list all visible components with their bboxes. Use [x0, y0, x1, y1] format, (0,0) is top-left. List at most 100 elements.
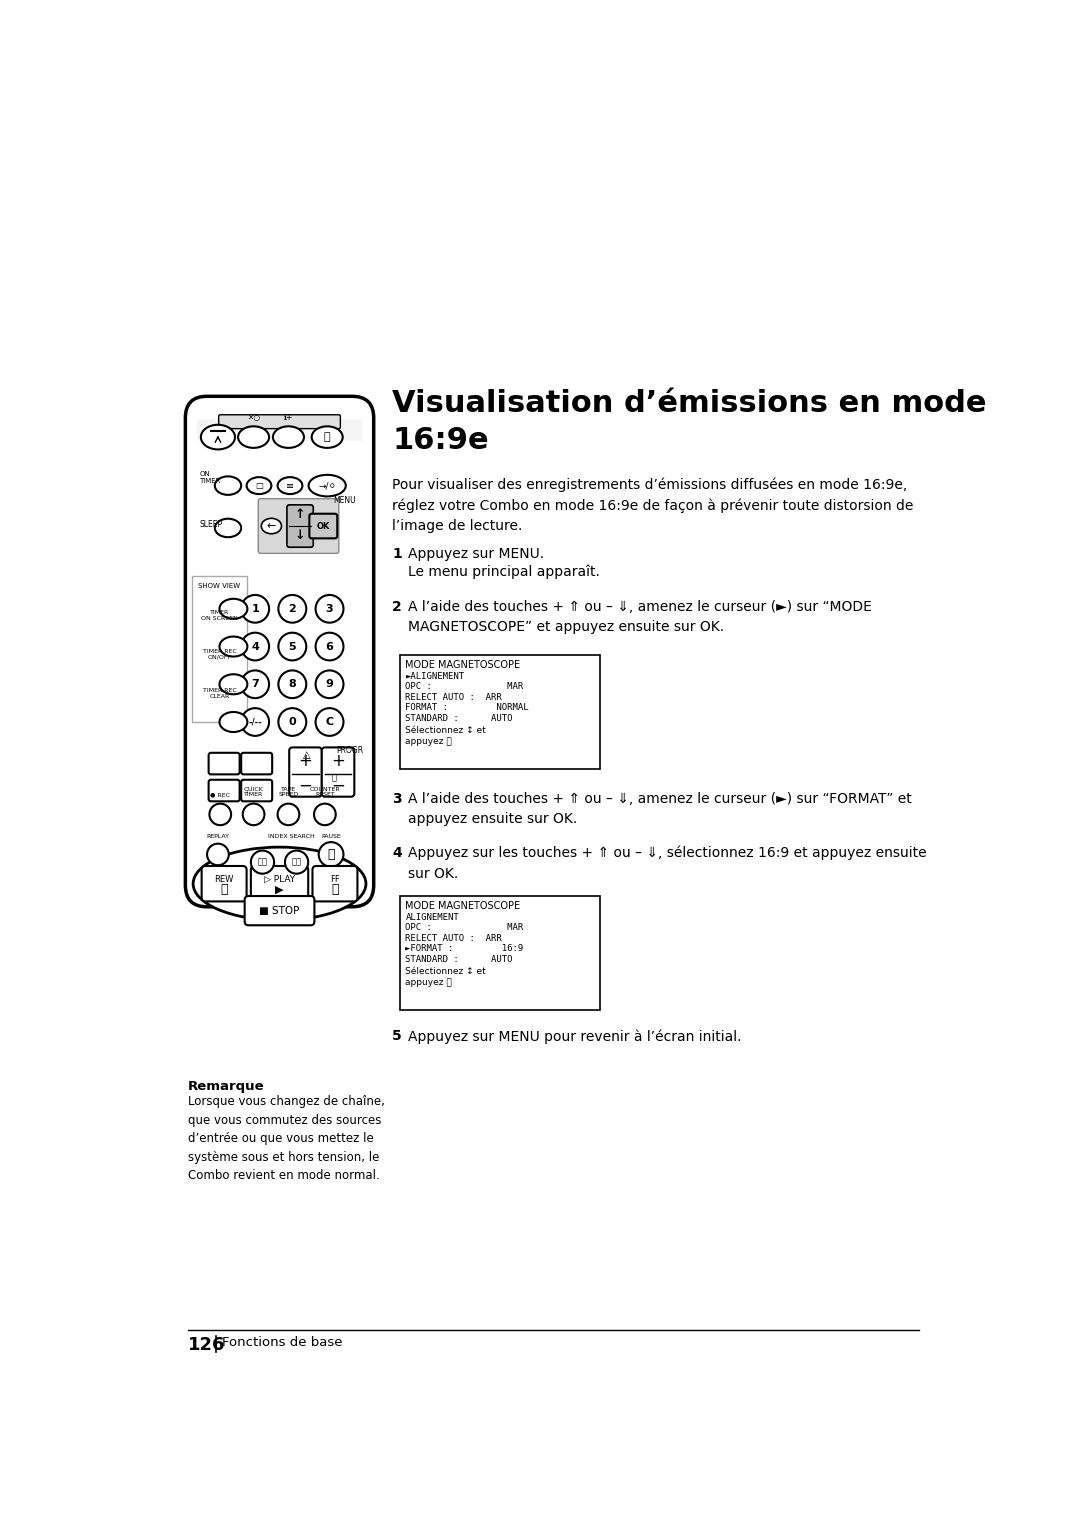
Ellipse shape [246, 477, 271, 494]
Text: →/⚪: →/⚪ [319, 480, 336, 490]
Text: ▶: ▶ [275, 884, 284, 895]
FancyBboxPatch shape [322, 747, 354, 796]
Text: □: □ [255, 480, 262, 490]
Circle shape [241, 595, 269, 622]
Text: 1: 1 [392, 547, 402, 561]
Text: ⏸: ⏸ [327, 848, 335, 862]
FancyBboxPatch shape [191, 576, 247, 721]
Text: TIMER REC
ON/OFF: TIMER REC ON/OFF [203, 648, 237, 660]
Text: FF: FF [330, 874, 340, 883]
Text: A l’aide des touches + ⇑ ou – ⇓, amenez le curseur (►) sur “MODE
MAGNETOSCOPE” e: A l’aide des touches + ⇑ ou – ⇓, amenez … [408, 599, 872, 633]
Ellipse shape [219, 674, 247, 694]
Ellipse shape [193, 846, 366, 920]
Text: ←: ← [267, 522, 276, 531]
Text: ►FORMAT :         16:9: ►FORMAT : 16:9 [405, 944, 524, 953]
Circle shape [315, 595, 343, 622]
Text: ▷ PLAY: ▷ PLAY [264, 874, 295, 883]
Text: 2: 2 [392, 599, 402, 613]
Text: REW: REW [215, 874, 233, 883]
Text: ⏩: ⏩ [332, 883, 339, 897]
Ellipse shape [201, 425, 235, 450]
Ellipse shape [278, 477, 302, 494]
Text: ● REC: ● REC [211, 793, 230, 798]
Text: Lorsque vous changez de chaîne,
que vous commutez des sources
d’entrée ou que vo: Lorsque vous changez de chaîne, que vous… [188, 1095, 384, 1182]
Text: 7: 7 [252, 679, 259, 689]
Text: 126: 126 [188, 1336, 226, 1354]
Circle shape [314, 804, 336, 825]
Circle shape [243, 804, 265, 825]
Text: COUNTER
RESET: COUNTER RESET [310, 787, 340, 798]
Text: Appuyez sur MENU.: Appuyez sur MENU. [408, 547, 544, 561]
Text: STANDARD :      AUTO: STANDARD : AUTO [405, 955, 513, 964]
Text: RELECT AUTO :  ARR: RELECT AUTO : ARR [405, 692, 502, 702]
Circle shape [241, 708, 269, 737]
FancyBboxPatch shape [197, 419, 362, 441]
Text: OPC :              MAR: OPC : MAR [405, 682, 524, 691]
Circle shape [315, 708, 343, 737]
Text: OK: OK [316, 522, 330, 531]
Text: 3: 3 [326, 604, 334, 613]
FancyBboxPatch shape [218, 415, 340, 429]
Text: 5: 5 [392, 1029, 402, 1043]
Text: STANDARD :      AUTO: STANDARD : AUTO [405, 714, 513, 723]
FancyBboxPatch shape [208, 753, 240, 775]
Text: 4: 4 [392, 846, 402, 860]
FancyBboxPatch shape [241, 779, 272, 801]
Text: 16:9e: 16:9e [392, 427, 489, 456]
Text: +: + [332, 752, 345, 770]
Ellipse shape [238, 427, 269, 448]
Circle shape [279, 595, 307, 622]
Text: Visualisation d’émissions en mode: Visualisation d’émissions en mode [392, 389, 987, 418]
Text: ►ALIGNEMENT: ►ALIGNEMENT [405, 673, 464, 682]
Ellipse shape [312, 427, 342, 448]
Text: ⏪⏪: ⏪⏪ [257, 857, 268, 866]
Text: 9: 9 [325, 679, 334, 689]
FancyBboxPatch shape [186, 396, 374, 907]
Text: ✕○: ✕○ [247, 413, 260, 422]
Circle shape [279, 708, 307, 737]
Circle shape [315, 671, 343, 698]
Text: ⏻: ⏻ [324, 432, 330, 442]
Text: ↓: ↓ [295, 529, 306, 543]
Text: TIMER REC
CLEAR: TIMER REC CLEAR [203, 688, 237, 698]
Text: PROGR: PROGR [337, 746, 364, 755]
FancyBboxPatch shape [245, 897, 314, 926]
Text: INDEX SEARCH: INDEX SEARCH [268, 834, 314, 839]
Circle shape [319, 842, 343, 866]
Text: OPC :              MAR: OPC : MAR [405, 923, 524, 932]
FancyBboxPatch shape [312, 866, 357, 901]
Text: −: − [298, 776, 312, 795]
Text: ALIGNEMENT: ALIGNEMENT [405, 913, 459, 923]
Text: +: + [298, 752, 312, 770]
Text: ⏩⏩: ⏩⏩ [292, 857, 301, 866]
Text: Sélectionnez ↕ et: Sélectionnez ↕ et [405, 967, 486, 976]
FancyBboxPatch shape [241, 753, 272, 775]
Text: Remarque: Remarque [188, 1080, 265, 1093]
Text: 4: 4 [252, 642, 259, 651]
Circle shape [279, 671, 307, 698]
Circle shape [285, 851, 308, 874]
Text: 6: 6 [325, 642, 334, 651]
Text: -/--: -/-- [248, 717, 262, 726]
Text: △: △ [303, 750, 311, 759]
Circle shape [241, 633, 269, 660]
Text: SHOW VIEW: SHOW VIEW [199, 584, 241, 589]
Text: FORMAT :         NORMAL: FORMAT : NORMAL [405, 703, 529, 712]
Text: QUICK
TIMER: QUICK TIMER [244, 787, 264, 798]
Text: ■ STOP: ■ STOP [259, 906, 300, 915]
Text: PAUSE: PAUSE [321, 834, 341, 839]
Text: RELECT AUTO :  ARR: RELECT AUTO : ARR [405, 933, 502, 942]
Ellipse shape [273, 427, 303, 448]
Text: 1: 1 [252, 604, 259, 613]
Text: Appuyez sur MENU pour revenir à l’écran initial.: Appuyez sur MENU pour revenir à l’écran … [408, 1029, 741, 1043]
Text: Pour visualiser des enregistrements d’émissions diffusées en mode 16:9e,
réglez : Pour visualiser des enregistrements d’ém… [392, 477, 914, 534]
Text: ≡: ≡ [286, 480, 294, 491]
Text: REPLAY: REPLAY [206, 834, 229, 839]
FancyBboxPatch shape [258, 499, 339, 554]
Text: 3: 3 [392, 791, 402, 807]
Text: MODE MAGNETOSCOPE: MODE MAGNETOSCOPE [405, 660, 521, 669]
Text: Fonctions de base: Fonctions de base [221, 1336, 342, 1350]
Circle shape [241, 671, 269, 698]
Text: MENU: MENU [333, 496, 355, 505]
Ellipse shape [219, 636, 247, 657]
